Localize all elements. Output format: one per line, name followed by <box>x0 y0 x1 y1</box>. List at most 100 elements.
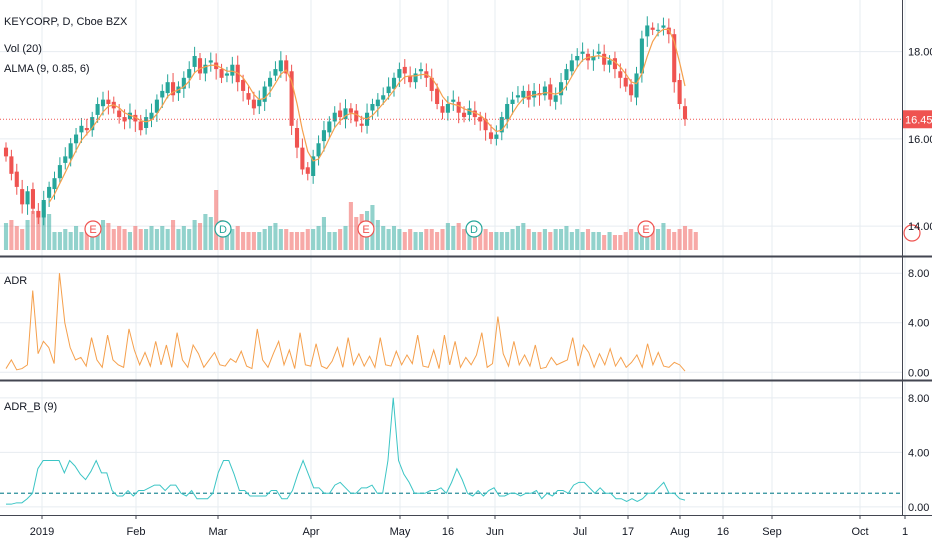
candle-body <box>397 69 402 78</box>
candle-body <box>440 106 445 113</box>
volume-bar <box>375 220 380 250</box>
volume-bar <box>677 229 682 250</box>
alma-indicator-label[interactable]: ALMA (9, 0.85, 6) <box>4 63 90 75</box>
adr-tick-label: 4.00 <box>908 318 929 330</box>
candle-body <box>278 60 283 72</box>
volume-bar <box>682 226 688 250</box>
volume-bar <box>251 232 256 250</box>
volume-bar <box>510 229 515 250</box>
candle-body <box>14 171 19 187</box>
last-price-badge[interactable] <box>903 110 932 129</box>
candle-body <box>677 80 682 104</box>
candle-body <box>9 156 14 174</box>
price-tick-label: 16.00 <box>908 134 932 146</box>
volume-bar <box>693 232 698 250</box>
candle-body <box>144 117 149 128</box>
candle-body <box>257 99 262 107</box>
volume-bar <box>257 232 262 250</box>
volume-bar <box>268 226 273 250</box>
volume-bar <box>20 229 25 250</box>
volume-bar <box>63 229 68 250</box>
time-tick-label: Jul <box>573 526 587 538</box>
candle-body <box>359 123 364 126</box>
volume-bar <box>391 226 397 250</box>
candle-body <box>564 69 569 80</box>
adr-pane-label[interactable]: ADR <box>4 275 27 287</box>
volume-bar <box>203 214 208 250</box>
volume-bar <box>9 220 14 250</box>
volume-bar <box>575 229 580 250</box>
candle-body <box>639 38 644 74</box>
volume-bar <box>300 232 305 250</box>
time-tick-label: Jun <box>486 526 504 538</box>
candle-body <box>230 64 235 76</box>
candle-body <box>656 29 661 31</box>
time-tick-label: 2019 <box>30 526 54 538</box>
volume-bar <box>79 232 84 250</box>
earnings-marker-label: E <box>362 224 369 236</box>
volume-bar <box>478 226 483 250</box>
dividend-marker[interactable] <box>465 220 483 238</box>
alma-line <box>48 28 686 203</box>
volume-bar <box>645 229 650 250</box>
volume-bar <box>537 232 542 250</box>
dividend-marker[interactable] <box>214 220 232 238</box>
volume-bar <box>472 229 477 250</box>
candle-body <box>462 112 467 118</box>
volume-bar <box>451 226 456 250</box>
earnings-marker[interactable] <box>84 220 102 238</box>
volume-bar <box>343 226 348 250</box>
volume-bar <box>36 217 41 250</box>
adr-layer <box>5 273 686 372</box>
candle-body <box>607 60 612 65</box>
volume-bar <box>246 232 251 250</box>
volume-bar <box>408 229 413 250</box>
adr-tick-label: 0.00 <box>908 367 929 379</box>
adr-line <box>5 273 686 372</box>
candle-body <box>381 95 386 100</box>
candle-body <box>370 104 375 111</box>
volume-bar <box>165 229 170 250</box>
candle-body <box>224 73 229 76</box>
candle-body <box>559 82 564 96</box>
adrb-pane-label[interactable]: ADR_B (9) <box>4 401 57 413</box>
volume-bar <box>241 232 246 250</box>
volume-bar <box>294 232 300 250</box>
candle-body <box>445 104 450 113</box>
candle-body <box>3 147 9 157</box>
candle-body <box>580 51 585 54</box>
candle-body <box>187 69 192 78</box>
volume-bar <box>456 223 461 250</box>
volume-bar <box>515 226 520 250</box>
adrb-tick-label: 8.00 <box>908 393 929 405</box>
candle-body <box>219 69 224 78</box>
volume-bar <box>230 229 235 250</box>
volume-bar <box>106 223 111 250</box>
price-tick-label: 18.00 <box>908 47 932 59</box>
candle-body <box>456 101 461 113</box>
volume-indicator-label[interactable]: Vol (20) <box>4 43 42 55</box>
candle-body <box>575 56 580 61</box>
symbol-label[interactable]: KEYCORP, D, Cboe BZX <box>4 16 128 28</box>
earnings-marker[interactable] <box>357 220 375 238</box>
candle-body <box>591 56 596 61</box>
adrb-layer <box>0 397 902 505</box>
candle-body <box>499 117 504 133</box>
axes-layer: 18.00 16.00 14.00 16.45 8.00 4.00 0.00 8.00 4.00… <box>0 0 932 538</box>
volume-bar <box>553 229 558 250</box>
candle-body <box>79 125 84 133</box>
candle-body <box>472 110 477 118</box>
volume-bar <box>591 232 596 250</box>
candle-body <box>569 60 574 72</box>
volume-bar <box>623 232 628 250</box>
earnings-marker[interactable] <box>637 220 655 238</box>
volume-bar <box>192 220 197 250</box>
candle-body <box>122 117 127 122</box>
candle-body <box>650 27 655 30</box>
volume-bar <box>445 223 450 250</box>
offscreen-earnings-marker[interactable] <box>903 224 921 242</box>
dividend-marker-label: D <box>470 224 478 236</box>
volume-bar <box>278 229 283 250</box>
volume-bar <box>57 232 62 250</box>
